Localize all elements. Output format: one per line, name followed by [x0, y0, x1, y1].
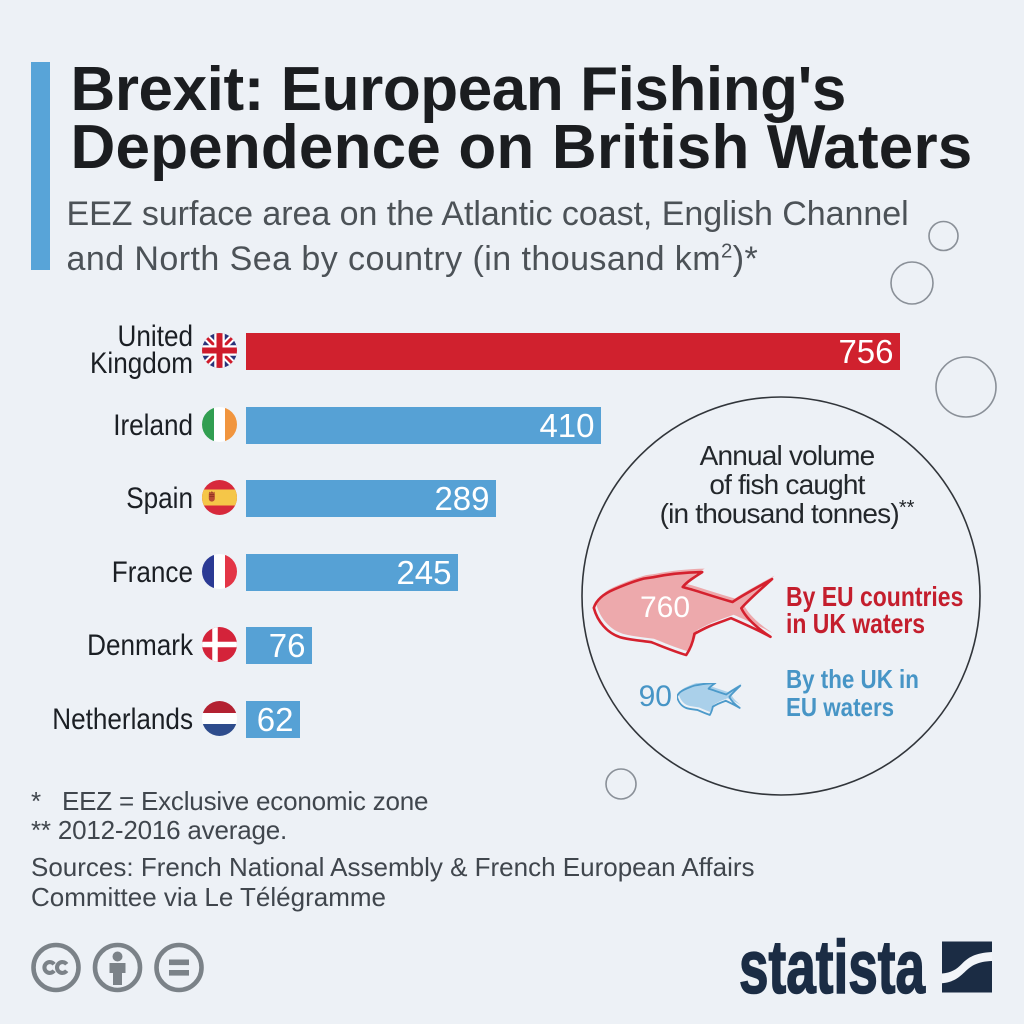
svg-text:statista: statista — [739, 935, 926, 997]
